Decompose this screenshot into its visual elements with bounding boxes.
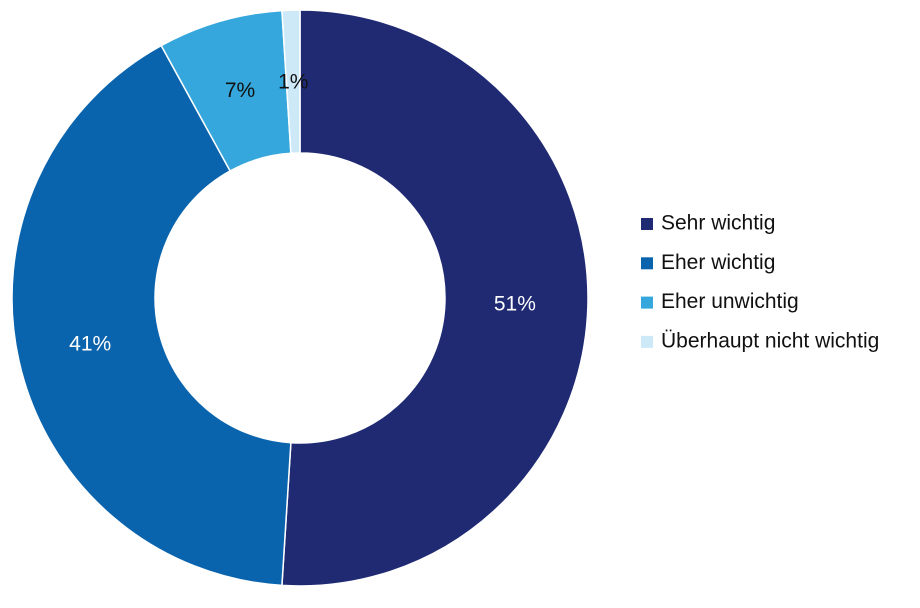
legend-label: Eher wichtig <box>661 251 775 274</box>
legend-label: Sehr wichtig <box>661 212 775 235</box>
donut-segment <box>281 9 301 155</box>
legend-label: Überhaupt nicht wichtig <box>661 329 879 352</box>
data-label: 41% <box>69 332 111 355</box>
donut-segment <box>281 9 589 587</box>
legend-swatch <box>641 257 653 270</box>
data-label: 1% <box>278 71 308 94</box>
legend-swatch <box>641 296 653 309</box>
donut-segment <box>11 44 292 587</box>
legend-swatch <box>641 218 653 230</box>
data-label: 51% <box>494 292 536 315</box>
legend-label: Eher unwichtig <box>661 290 799 313</box>
legend-swatch <box>641 335 653 348</box>
data-label: 7% <box>225 79 255 102</box>
